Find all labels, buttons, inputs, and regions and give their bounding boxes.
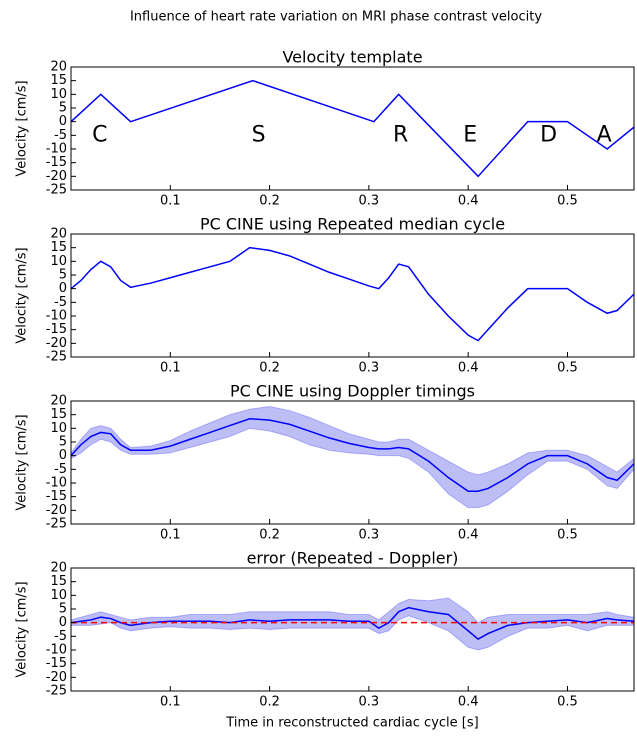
y-tick-label: -5 [54, 295, 67, 310]
y-tick-label: 0 [59, 114, 67, 129]
y-tick-label: -20 [46, 503, 67, 518]
axes-frame [70, 233, 635, 358]
line [71, 79, 634, 178]
x-tick-label: 0.2 [259, 194, 280, 209]
y-tick-label: -15 [46, 656, 67, 671]
x-tick-label: 0.4 [458, 528, 479, 543]
y-tick-label: 10 [50, 421, 67, 436]
y-tick-label: -10 [46, 476, 67, 491]
y-tick-label: 5 [59, 435, 67, 450]
y-tick-label: 10 [50, 588, 67, 603]
x-tick-label: 0.5 [557, 695, 578, 710]
x-tick-label: 0.3 [359, 528, 380, 543]
y-tick-label: -25 [46, 350, 67, 365]
y-tick-label: -20 [46, 169, 67, 184]
x-tick-label: 0.3 [359, 361, 380, 376]
x-tick-label: 0.3 [359, 194, 380, 209]
x-tick-label: 0.5 [557, 361, 578, 376]
y-tick-label: 15 [50, 407, 67, 422]
band [71, 405, 634, 509]
x-tick-label: 0.1 [160, 361, 181, 376]
y-tick-label: 5 [59, 602, 67, 617]
y-tick-label: -15 [46, 489, 67, 504]
plot-area [71, 597, 634, 651]
subplot-title: PC CINE using Repeated median cycle [200, 215, 505, 234]
y-tick-label: -15 [46, 322, 67, 337]
y-tick-label: 20 [50, 394, 67, 409]
y-axis-label: Velocity [cm/s] [15, 80, 30, 176]
band [71, 597, 634, 651]
y-tick-label: 15 [50, 240, 67, 255]
y-tick-label: -5 [54, 462, 67, 477]
plot-area [71, 405, 634, 509]
x-tick-label: 0.5 [557, 194, 578, 209]
annotation: C [92, 122, 107, 147]
annotation: D [540, 122, 557, 147]
y-tick-label: 15 [50, 574, 67, 589]
subplot-title: Velocity template [282, 48, 422, 67]
x-tick-label: 0.4 [458, 695, 479, 710]
y-tick-label: -10 [46, 643, 67, 658]
y-tick-label: -5 [54, 128, 67, 143]
y-tick-label: 0 [59, 448, 67, 463]
line [71, 418, 634, 492]
y-tick-label: 10 [50, 87, 67, 102]
x-tick-label: 0.2 [259, 361, 280, 376]
annotation: S [252, 122, 266, 147]
plot-area [71, 246, 634, 342]
y-tick-label: -20 [46, 336, 67, 351]
y-tick-label: 0 [59, 281, 67, 296]
axes-frame [70, 66, 635, 191]
plot-area [71, 79, 634, 178]
x-tick-label: 0.4 [458, 194, 479, 209]
annotation: A [597, 122, 612, 147]
line [71, 246, 634, 342]
y-tick-label: 0 [59, 615, 67, 630]
y-tick-label: -25 [46, 684, 67, 699]
y-tick-label: 10 [50, 254, 67, 269]
annotation: R [393, 122, 408, 147]
y-tick-label: 5 [59, 268, 67, 283]
y-tick-label: -15 [46, 155, 67, 170]
y-axis-label: Velocity [cm/s] [15, 414, 30, 510]
axes-frame [70, 567, 635, 692]
x-tick-label: 0.1 [160, 528, 181, 543]
y-axis-label: Velocity [cm/s] [15, 581, 30, 677]
annotation: E [463, 122, 477, 147]
x-tick-label: 0.5 [557, 528, 578, 543]
y-tick-label: -5 [54, 629, 67, 644]
x-tick-label: 0.2 [259, 528, 280, 543]
y-axis-label: Velocity [cm/s] [15, 247, 30, 343]
y-tick-label: 15 [50, 73, 67, 88]
x-tick-label: 0.1 [160, 695, 181, 710]
subplot-title: error (Repeated - Doppler) [247, 549, 459, 568]
y-tick-label: -20 [46, 670, 67, 685]
x-tick-label: 0.2 [259, 695, 280, 710]
x-tick-label: 0.1 [160, 194, 181, 209]
y-tick-label: 20 [50, 60, 67, 75]
subplot-title: PC CINE using Doppler timings [230, 382, 475, 401]
y-tick-label: 20 [50, 227, 67, 242]
x-tick-label: 0.4 [458, 361, 479, 376]
y-tick-label: -25 [46, 517, 67, 532]
x-axis-label: Time in reconstructed cardiac cycle [s] [225, 716, 478, 731]
y-tick-label: -10 [46, 309, 67, 324]
suptitle: Influence of heart rate variation on MRI… [130, 10, 542, 25]
y-tick-label: 5 [59, 101, 67, 116]
y-tick-label: 20 [50, 561, 67, 576]
y-tick-label: -25 [46, 183, 67, 198]
y-tick-label: -10 [46, 142, 67, 157]
axes-frame [70, 400, 635, 525]
x-tick-label: 0.3 [359, 695, 380, 710]
